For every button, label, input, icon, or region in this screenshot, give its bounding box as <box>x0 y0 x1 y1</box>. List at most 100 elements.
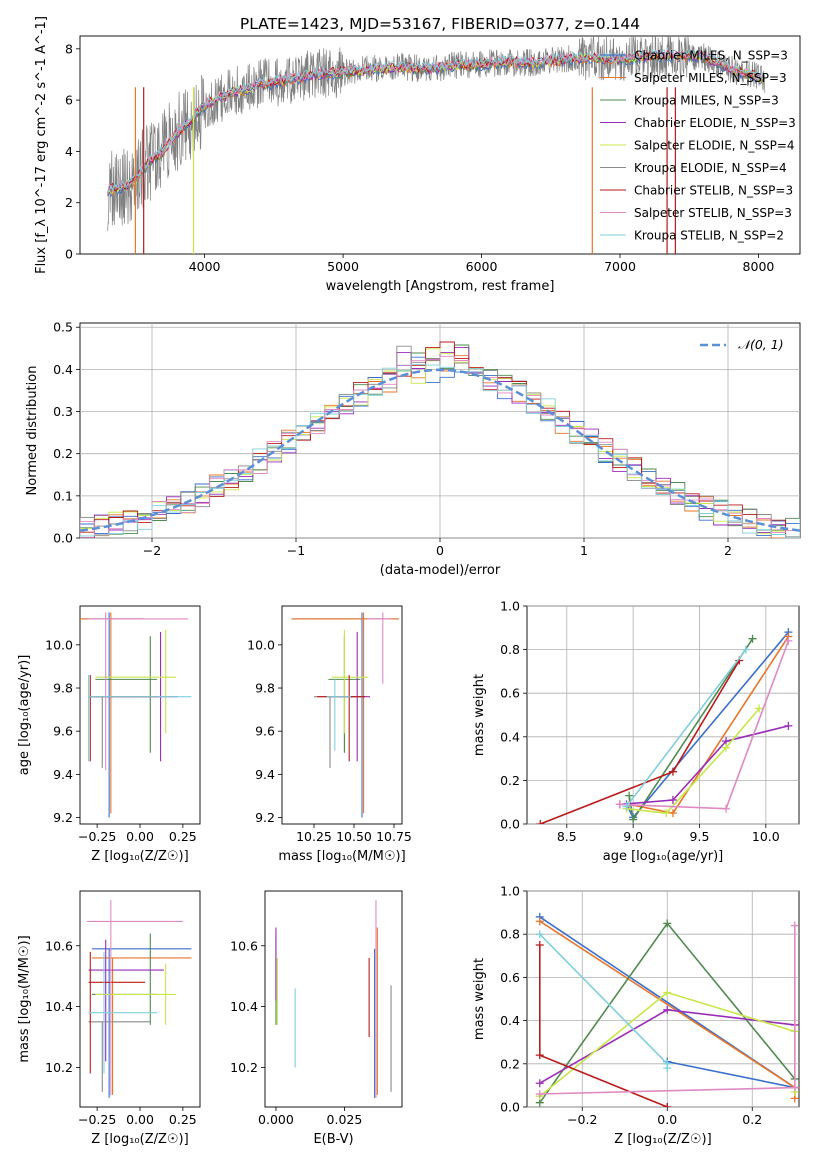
mass-weight-series-line <box>619 640 790 810</box>
y-tick-label: 0.0 <box>53 531 73 546</box>
y-axis-label: mass weight <box>472 958 487 1040</box>
y-tick-label: 0.0 <box>500 1100 520 1115</box>
mass-weight-marker <box>629 815 638 824</box>
legend-entry: Kroupa ELODIE, N_SSP=4 <box>634 161 787 175</box>
legend-entry: Chabrier MILES, N_SSP=3 <box>634 49 788 63</box>
y-tick-label: 1.0 <box>500 884 520 899</box>
legend-entry: Salpeter STELIB, N_SSP=3 <box>634 206 792 220</box>
legend-entry: Chabrier STELIB, N_SSP=3 <box>634 184 793 198</box>
age-vs-mass-panel: 10.25 10.50 10.75 9.2 9.4 9.6 9.8 10.0 mass [log… <box>247 605 412 864</box>
mass-weight-z-marker <box>663 1064 672 1073</box>
x-tick-label: 9.5 <box>690 829 710 844</box>
x-tick-label: 0 <box>436 543 444 558</box>
mass-weight-series-line <box>625 631 790 819</box>
x-axis-label: mass [log₁₀(M/M☉)] <box>278 849 405 864</box>
mass-weight-marker <box>722 804 731 813</box>
x-tick-label: 0.000 <box>258 1112 294 1127</box>
age-vs-metallicity-panel: −0.25 0.00 0.25 9.2 9.4 9.6 9.8 10.0 Z [log₁₀(Z/… <box>17 605 201 864</box>
mass-weight-marker <box>615 800 624 809</box>
x-tick-label: 8000 <box>743 259 775 274</box>
mass-weight-marker <box>748 634 757 643</box>
x-axis-label: wavelength [Angstrom, rest frame] <box>326 279 555 294</box>
y-tick-label: 10.0 <box>247 637 275 652</box>
y-axis-label: mass [log₁₀(M/M☉)] <box>17 935 32 1062</box>
mass-weight-series-line <box>619 725 789 806</box>
mass-weight-z-marker <box>663 988 672 997</box>
mass-weight-z-marker <box>663 919 672 928</box>
mass-weight-marker <box>662 809 671 818</box>
legend-entry: Kroupa MILES, N_SSP=3 <box>634 94 779 108</box>
figure-title: PLATE=1423, MJD=53167, FIBERID=0377, z=0… <box>240 15 640 33</box>
x-tick-label: 0.25 <box>169 1112 197 1127</box>
mass-weight-z-marker <box>535 930 544 939</box>
mass-vs-metallicity-panel: −0.25 0.00 0.25 10.2 10.4 10.6 Z [log₁₀(Z/Z☉)]… <box>17 890 201 1147</box>
y-tick-label: 9.2 <box>53 810 73 825</box>
mass-weight-age-plot-area <box>536 628 793 824</box>
mass-weight-z-marker <box>790 1083 799 1092</box>
y-tick-label: 10.6 <box>45 938 73 953</box>
y-tick-label: 0.3 <box>53 404 73 419</box>
x-tick-label: 10.25 <box>296 829 332 844</box>
weight-age-axes-frame <box>526 605 800 825</box>
y-tick-label: 0.8 <box>500 927 520 942</box>
legend-entry: Salpeter MILES, N_SSP=3 <box>634 71 787 85</box>
y-tick-label: 0.8 <box>500 642 520 657</box>
mass-weight-marker <box>625 791 634 800</box>
errorbar-group <box>86 900 192 1098</box>
x-tick-label: −1 <box>287 543 305 558</box>
y-tick-label: 6 <box>65 93 73 108</box>
mass-weight-marker <box>668 796 677 805</box>
y-tick-label: 0.4 <box>53 362 73 377</box>
x-axis-label: (data-model)/error <box>380 563 501 578</box>
legend-entry: Chabrier ELODIE, N_SSP=3 <box>634 116 796 130</box>
y-tick-label: 10.2 <box>45 1060 73 1075</box>
y-tick-label: 0.5 <box>53 320 73 335</box>
mass-weight-z-marker <box>663 1005 672 1014</box>
mass-ebv-axes-frame <box>264 890 403 1108</box>
y-tick-label: 0.4 <box>500 1013 520 1028</box>
mass-weight-z-series-line <box>539 945 668 1107</box>
mass-weight-z-marker <box>535 1051 544 1060</box>
y-tick-label: 0.2 <box>500 773 520 788</box>
y-tick-label: 9.6 <box>255 724 275 739</box>
y-tick-label: 10.0 <box>45 637 73 652</box>
x-tick-label: 1 <box>580 543 588 558</box>
y-tick-label: 9.4 <box>255 767 275 782</box>
y-tick-label: 1.0 <box>500 599 520 614</box>
y-tick-label: 10.4 <box>45 999 73 1014</box>
y-tick-label: 0.6 <box>500 686 520 701</box>
spectrum-axes-frame <box>79 35 801 255</box>
x-tick-label: 0.0 <box>657 1112 677 1127</box>
mass-weight-marker <box>784 721 793 730</box>
y-axis-label: Flux [f_λ 10^-17 erg cm^-2 s^-1 A^-1] <box>34 16 49 274</box>
x-tick-label: 0.25 <box>169 829 197 844</box>
legend-entry: 𝒩(0, 1) <box>738 337 784 352</box>
mass-weight-vs-metallicity-panel: −0.2 0.0 0.2 0.0 0.2 0.4 0.6 0.8 1.0 Z [log₁₀(Z/Z… <box>472 884 800 1147</box>
observed-spectrum-line <box>107 36 766 231</box>
errorbar-group <box>275 900 392 1098</box>
x-axis-label: Z [log₁₀(Z/Z☉)] <box>91 849 188 864</box>
y-tick-label: 10.2 <box>230 1060 258 1075</box>
x-tick-label: 9.0 <box>623 829 643 844</box>
model-spectrum-line <box>107 48 765 193</box>
mass-weight-marker <box>741 645 750 654</box>
x-tick-label: 8.5 <box>557 829 577 844</box>
mass-weight-series-line <box>626 707 760 814</box>
y-tick-label: 0.2 <box>53 446 73 461</box>
mass-weight-marker <box>668 767 677 776</box>
mass-weight-z-marker <box>790 921 799 930</box>
y-tick-label: 2 <box>65 195 73 210</box>
x-axis-label: age [log₁₀(age/yr)] <box>603 849 724 864</box>
x-tick-label: 10.75 <box>376 829 412 844</box>
y-tick-label: 0.1 <box>53 488 73 503</box>
y-tick-label: 0.0 <box>500 817 520 832</box>
histogram-plot-area <box>80 341 800 538</box>
x-tick-label: 5000 <box>327 259 359 274</box>
y-axis-label: age [log₁₀(age/yr)] <box>17 655 32 776</box>
age-metallicity-axes-frame <box>79 605 201 825</box>
residual-histogram-panel: −2 −1 0 1 2 0.0 0.1 0.2 0.3 0.4 0.5 (data-model)/er… <box>25 320 801 578</box>
x-tick-label: 10.50 <box>336 829 372 844</box>
x-tick-label: 7000 <box>604 259 636 274</box>
x-tick-label: 0.00 <box>126 1112 154 1127</box>
